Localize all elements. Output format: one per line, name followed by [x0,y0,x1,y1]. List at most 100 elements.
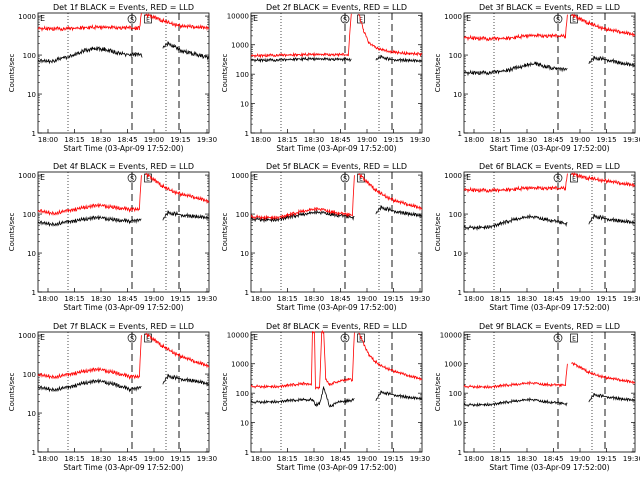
y-tick-label: 1000 [18,172,36,180]
subplot-5: Det 5f BLACK = Events, RED = LLD 1 10 100 10… [221,162,430,312]
marker-label: S [556,17,560,24]
x-tick-label: 18:30 [91,136,111,144]
y-axis-label: Counts/sec [8,373,16,412]
marker-label: S [343,176,347,183]
y-tick-label: 100 [449,211,462,219]
marker-label: E [253,333,258,342]
marker-label: E [359,336,363,343]
plot-frame [463,171,636,293]
x-axis-label: Start Time (03-Apr-09 17:52:00) [276,303,396,312]
x-axis-label: Start Time (03-Apr-09 17:52:00) [63,463,183,472]
x-tick-label: 18:30 [304,136,324,144]
subplot-7: Det 7f BLACK = Events, RED = LLD 1 10 100 10… [8,322,217,472]
y-tick-label: 1 [245,130,249,138]
subplot-title: Det 9f BLACK = Events, RED = LLD [479,322,620,331]
x-axis-label: Start Time (03-Apr-09 17:52:00) [276,463,396,472]
x-tick-label: 18:15 [277,295,297,303]
y-tick-label: 1 [32,449,36,457]
x-tick-label: 18:30 [517,295,537,303]
series-line-lld [37,175,142,216]
subplot-title: Det 2f BLACK = Events, RED = LLD [266,3,407,12]
x-tick-label: 18:00 [38,455,58,463]
y-tick-label: 1 [458,449,462,457]
subplot-title: Det 8f BLACK = Events, RED = LLD [266,322,407,331]
y-tick-label: 1000 [18,332,36,340]
marker-label: E [146,17,150,24]
series-line-lld-tail [145,332,210,369]
y-tick-label: 1 [458,130,462,138]
y-tick-label: 10 [27,410,36,418]
x-tick-label: 19:15 [596,295,616,303]
x-tick-label: 18:30 [91,455,111,463]
series-line-lld [463,363,568,390]
series-line-events-tail [162,41,210,61]
subplot-4: Det 4f BLACK = Events, RED = LLD 1 10 100 10… [8,162,217,312]
x-axis-label: Start Time (03-Apr-09 17:52:00) [63,144,183,153]
plot-frame [37,331,210,453]
x-tick-label: 18:15 [490,455,510,463]
x-tick-label: 19:30 [410,455,430,463]
plot-frame [250,331,423,453]
marker-label: S [130,17,134,24]
marker-s-icon [340,173,350,183]
x-tick-label: 18:15 [490,295,510,303]
series-line-events [463,60,568,77]
marker-s-icon [340,333,350,343]
y-tick-label: 100 [23,52,36,60]
x-tick-label: 19:15 [170,136,190,144]
marker-label: E [466,173,471,182]
y-tick-label: 100 [23,371,36,379]
x-tick-label: 18:30 [517,455,537,463]
marker-label: E [146,176,150,183]
x-tick-label: 18:15 [64,455,84,463]
x-tick-label: 19:00 [144,455,164,463]
x-tick-label: 18:15 [277,136,297,144]
series-line-lld-tail [571,13,636,38]
y-tick-label: 10 [240,420,249,428]
marker-label: E [40,333,45,342]
x-tick-label: 18:30 [91,295,111,303]
x-tick-label: 18:45 [117,136,137,144]
y-tick-label: 1000 [444,172,462,180]
marker-label: S [343,17,347,24]
y-tick-label: 10 [453,250,462,258]
subplot-title: Det 1f BLACK = Events, RED = LLD [53,3,194,12]
marker-e-icon [357,333,365,343]
x-tick-label: 18:45 [117,295,137,303]
subplot-3: Det 3f BLACK = Events, RED = LLD 1 10 100 10… [434,3,640,153]
y-axis-label: Counts/sec [221,373,229,412]
marker-label: E [466,333,471,342]
y-tick-label: 1 [32,130,36,138]
x-tick-label: 18:45 [543,136,563,144]
series-line-events [37,214,142,228]
marker-e-icon [357,14,365,24]
series-line-lld-tail [145,172,210,205]
marker-label: S [556,176,560,183]
x-tick-label: 19:30 [410,295,430,303]
x-tick-label: 19:30 [197,455,217,463]
marker-label: S [556,336,560,343]
y-tick-label: 1000 [444,361,462,369]
marker-e-icon [570,333,578,343]
x-tick-label: 19:15 [383,136,403,144]
x-tick-label: 18:30 [517,136,537,144]
series-line-lld-tail [358,13,423,57]
x-axis-label: Start Time (03-Apr-09 17:52:00) [489,463,609,472]
marker-s-icon [127,333,137,343]
subplot-title: Det 5f BLACK = Events, RED = LLD [266,162,407,171]
marker-label: E [572,17,576,24]
series-line-events [37,46,143,65]
y-tick-label: 100 [23,211,36,219]
y-tick-label: 1 [245,289,249,297]
y-tick-label: 100 [236,71,249,79]
x-tick-label: 19:15 [596,455,616,463]
x-tick-label: 19:30 [623,295,640,303]
x-tick-label: 18:30 [304,295,324,303]
marker-label: S [343,336,347,343]
y-tick-label: 10000 [440,331,462,339]
subplot-8: Det 8f BLACK = Events, RED = LLD 1 10 100 10… [221,322,430,472]
x-tick-label: 19:15 [170,455,190,463]
y-tick-label: 10 [240,101,249,109]
x-tick-label: 18:00 [464,136,484,144]
